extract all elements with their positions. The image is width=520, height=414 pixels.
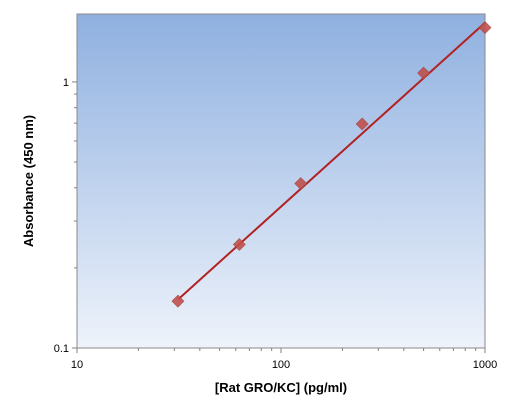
x-tick-label: 100 <box>272 359 290 371</box>
x-tick-label: 10 <box>71 359 83 371</box>
plot-area <box>77 14 485 348</box>
x-tick-label: 1000 <box>473 359 497 371</box>
x-axis-title: [Rat GRO/KC] (pg/ml) <box>215 380 347 395</box>
data-layer <box>171 21 492 308</box>
y-axis-title: Absorbance (450 nm) <box>21 115 36 247</box>
data-point-marker <box>355 117 369 131</box>
data-point-marker <box>171 294 185 308</box>
y-tick-label: 0.1 <box>54 343 69 355</box>
data-point-marker <box>294 177 308 190</box>
y-tick-label: 1 <box>63 77 69 89</box>
axes-layer: 0.1 1 10 100 1000 <box>54 77 498 371</box>
data-point-marker <box>417 66 431 80</box>
data-point-marker <box>478 21 492 35</box>
fit-line <box>177 21 486 301</box>
data-point-marker <box>232 238 246 251</box>
